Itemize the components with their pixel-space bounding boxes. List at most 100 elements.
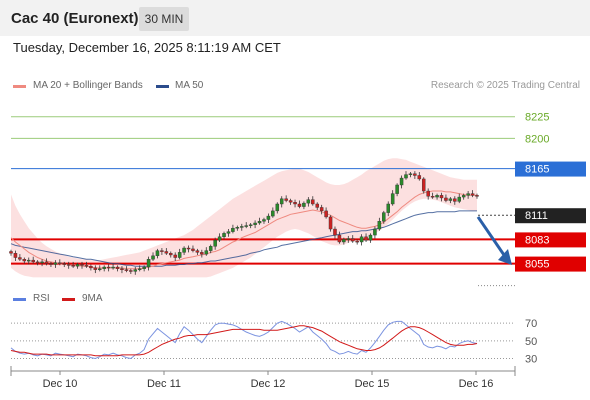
candle-body — [435, 195, 439, 198]
candle-body — [71, 265, 75, 267]
candle-body — [253, 222, 257, 225]
candle-body — [226, 231, 231, 234]
candle-body — [244, 225, 248, 227]
candle-body — [124, 269, 129, 271]
candle-body — [137, 268, 142, 270]
candle-body — [58, 262, 62, 264]
candle-body — [44, 261, 49, 264]
moving-averages — [10, 190, 477, 270]
candle-body — [177, 252, 182, 258]
candle-body — [151, 255, 155, 260]
resistance-tag-8165 — [515, 161, 586, 177]
candle-body — [222, 233, 226, 238]
candle-body — [377, 221, 382, 230]
rsi-tick-70: 70 — [525, 318, 537, 330]
candle-body — [204, 250, 209, 255]
bollinger-band-area — [11, 158, 477, 278]
candle-body — [390, 193, 395, 205]
candle-body — [279, 198, 284, 205]
timeframe-button[interactable]: 30 MIN — [139, 7, 189, 31]
candle-body — [66, 264, 71, 266]
candle-body — [169, 253, 173, 256]
rsi-legend-swatch — [13, 298, 26, 301]
candle-body — [342, 239, 346, 243]
candle-body — [53, 262, 58, 265]
candle-body — [315, 203, 319, 208]
candle-body — [333, 228, 337, 236]
forecast-arrow-shaft — [476, 216, 506, 256]
current-price-label: 8111 — [525, 210, 548, 222]
candle-body — [350, 238, 355, 242]
candle-body — [106, 266, 111, 269]
candle-body — [191, 248, 195, 251]
bollinger-bands — [11, 158, 477, 278]
candle-body — [266, 215, 271, 220]
candle-body — [40, 261, 44, 264]
candle-body — [337, 234, 342, 243]
candle-body — [257, 221, 262, 224]
x-tick-label-3: Dec 15 — [355, 378, 390, 390]
candle-body — [102, 266, 106, 269]
candle-body — [195, 250, 200, 253]
candle-body — [408, 173, 413, 175]
x-tick-label-2: Dec 12 — [251, 378, 286, 390]
research-credit: Research © 2025 Trading Central — [430, 80, 580, 91]
candle-body — [466, 193, 470, 196]
candle-body — [142, 266, 146, 269]
x-tick-label-0: Dec 10 — [43, 378, 78, 390]
ma20-legend-label: MA 20 + Bollinger Bands — [33, 80, 143, 91]
ma50-line — [10, 210, 477, 267]
price-levels — [11, 116, 515, 287]
candlesticks — [9, 171, 479, 275]
candle-body — [9, 251, 13, 254]
candle-body — [186, 247, 191, 250]
rsi-line — [10, 320, 478, 360]
candle-body — [373, 228, 377, 236]
candle-body — [208, 246, 213, 251]
target-label-8200: 8200 — [525, 133, 549, 145]
candle-body — [359, 236, 364, 243]
candle-body — [164, 251, 169, 254]
candle-body — [182, 247, 186, 253]
candle-body — [200, 252, 204, 255]
candle-body — [399, 177, 404, 186]
x-tick-label-4: Dec 16 — [459, 378, 494, 390]
candle-body — [22, 259, 27, 262]
candle-body — [173, 254, 177, 258]
candle-body — [129, 270, 133, 272]
forecast-arrow — [476, 216, 512, 265]
ma50-legend-swatch — [156, 85, 169, 88]
candle-body — [235, 227, 240, 229]
candle-body — [426, 190, 430, 197]
candle-body — [475, 195, 479, 197]
candle-body — [306, 199, 311, 204]
candle-body — [302, 202, 306, 207]
candle-body — [31, 259, 35, 263]
candle-body — [271, 210, 275, 217]
support-tag-8083 — [515, 232, 586, 248]
candle-body — [404, 174, 408, 179]
candle-body — [98, 268, 102, 270]
ma9-legend-swatch — [62, 298, 75, 301]
candle-body — [470, 193, 475, 196]
rsi-ma9-line — [10, 325, 478, 357]
candle-body — [284, 198, 288, 201]
candle-body — [430, 196, 435, 198]
candle-body — [26, 259, 31, 262]
rsi-tick-50: 50 — [525, 336, 537, 348]
candle-body — [386, 203, 390, 213]
target-label-8225: 8225 — [525, 112, 549, 124]
ma20-legend-swatch — [13, 85, 26, 88]
ma20-line — [10, 190, 477, 270]
rsi-legend-label: RSI — [33, 293, 50, 304]
candle-body — [444, 197, 448, 201]
timestamp-text: Tuesday, December 16, 2025 8:11:19 AM CE… — [13, 40, 281, 55]
candle-body — [49, 263, 53, 265]
candle-body — [217, 236, 222, 241]
candle-body — [213, 240, 217, 247]
candle-body — [319, 207, 324, 212]
candle-body — [146, 259, 151, 268]
resistance-label-8165: 8165 — [525, 164, 549, 176]
candle-body — [413, 173, 417, 176]
candle-body — [84, 265, 89, 267]
